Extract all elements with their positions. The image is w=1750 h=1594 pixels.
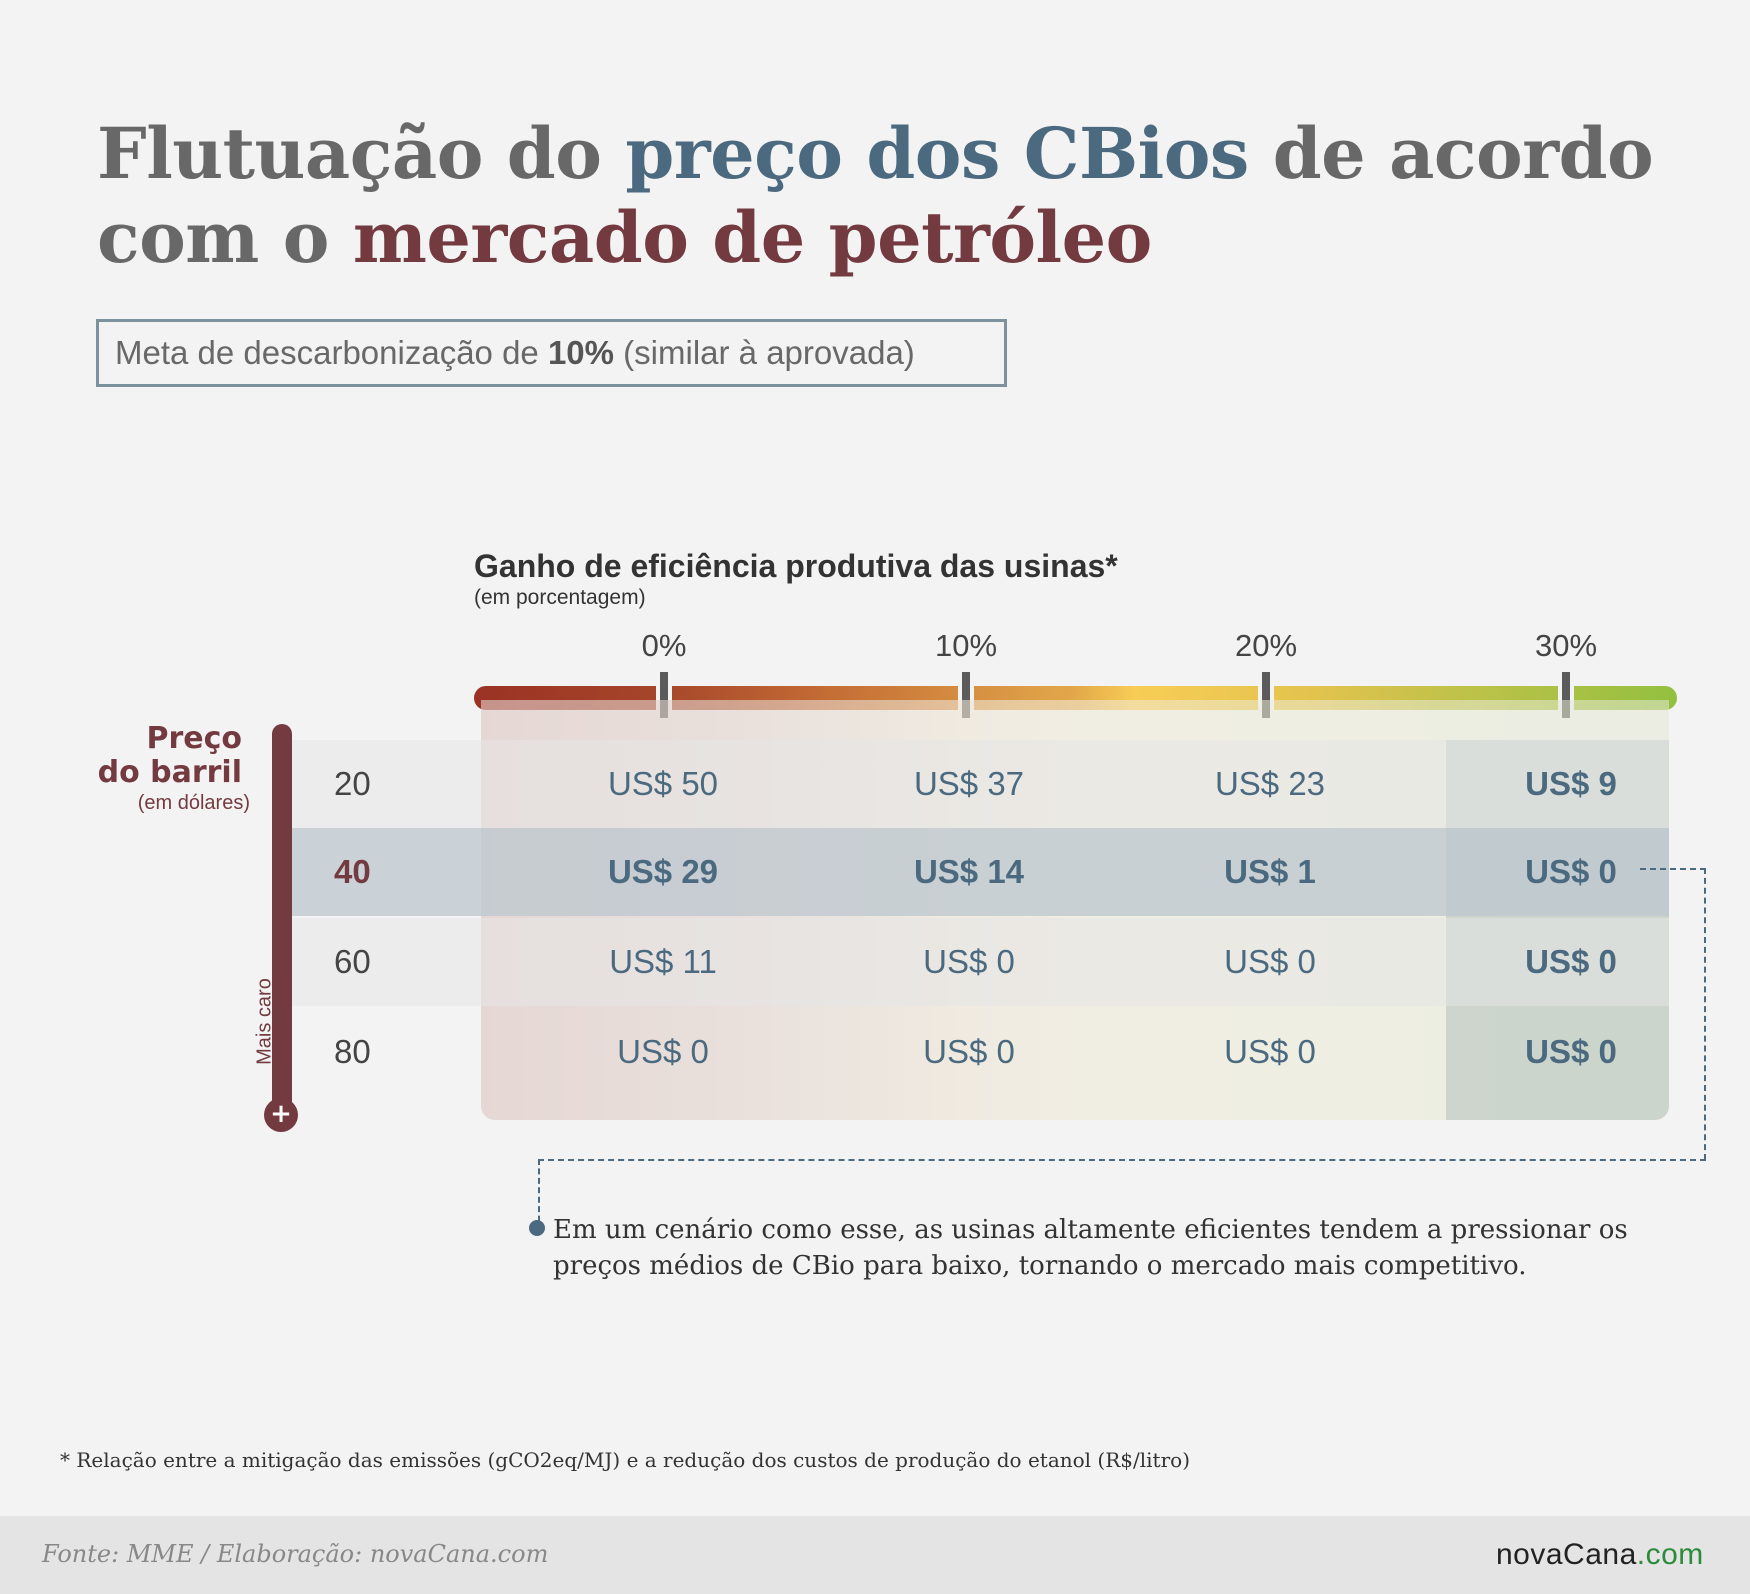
column-header: 0% — [641, 628, 687, 663]
table-cell: US$ 37 — [913, 765, 1025, 802]
title-part2: preço dos CBios — [625, 112, 1249, 195]
logo-main: novaCana — [1496, 1538, 1637, 1571]
table-cell: US$ 0 — [1525, 853, 1617, 890]
page-title: Flutuação do preço dos CBios de acordo c… — [97, 112, 1697, 280]
table-cell: US$ 50 — [607, 765, 719, 802]
source-text: Fonte: MME / Elaboração: novaCana.com — [42, 1540, 549, 1568]
table-cell: US$ 0 — [1224, 943, 1316, 980]
y-axis-title-line1: Preço — [146, 721, 242, 756]
table-cell: US$ 0 — [923, 943, 1015, 980]
column-header: 20% — [1234, 628, 1298, 663]
row-label: 60 — [334, 943, 371, 980]
table-cell: US$ 0 — [923, 1033, 1015, 1070]
logo-tld: .com — [1636, 1538, 1704, 1571]
table-cell: US$ 9 — [1525, 765, 1617, 802]
table-cell: US$ 29 — [607, 853, 719, 890]
y-axis-title-line2: do barril — [97, 755, 242, 790]
subtitle-text1: Meta de descarbonização de — [115, 334, 548, 371]
subtitle-bold: 10% — [547, 334, 615, 371]
subtitle-box: Meta de descarbonização de 10% (similar … — [96, 319, 1007, 387]
table-row — [290, 918, 1669, 1006]
column-header: 30% — [1534, 628, 1598, 663]
y-axis-subtitle: (em dólares) — [137, 792, 250, 814]
row-label: 40 — [334, 853, 371, 890]
footnote: * Relação entre a mitigação das emissões… — [60, 1448, 1190, 1472]
y-axis-title: Preço do barril — [70, 722, 242, 790]
subtitle-text2: (similar à aprovada) — [614, 334, 915, 371]
column-header: 10% — [934, 628, 998, 663]
brand-logo: novaCana.com — [1496, 1538, 1704, 1572]
title-part4: com o — [97, 196, 353, 279]
row-label: 20 — [334, 765, 371, 802]
x-axis-title: Ganho de eficiência produtiva das usinas… — [474, 548, 1118, 584]
table-cell: US$ 0 — [617, 1033, 709, 1070]
table-cell: US$ 14 — [913, 853, 1025, 890]
plus-icon: + — [264, 1098, 298, 1132]
thermometer-bar — [272, 724, 292, 1110]
table-cell: US$ 0 — [1525, 943, 1617, 980]
footer-bar — [0, 1516, 1750, 1594]
title-part1: Flutuação do — [97, 112, 626, 195]
title-part5: mercado de petróleo — [352, 196, 1153, 279]
direction-label: Mais caro — [253, 978, 276, 1065]
title-part3: de acordo — [1248, 112, 1654, 195]
connector-line — [538, 1159, 540, 1231]
table-cell: US$ 23 — [1214, 765, 1326, 802]
bullet-dot-icon — [529, 1220, 545, 1236]
table-row — [290, 828, 1669, 916]
table-cell: US$ 0 — [1224, 1033, 1316, 1070]
annotation-note: Em um cenário como esse, as usinas altam… — [553, 1215, 1628, 1281]
connector-line — [538, 1159, 1706, 1161]
x-axis-subtitle: (em porcentagem) — [474, 586, 646, 609]
table-cell: US$ 0 — [1525, 1033, 1617, 1070]
table-cell: US$ 11 — [609, 943, 717, 980]
connector-line — [1704, 868, 1706, 1160]
row-label: 80 — [334, 1033, 371, 1070]
table-row — [290, 740, 1669, 828]
connector-line — [1640, 868, 1706, 870]
table-cell: US$ 1 — [1224, 853, 1316, 890]
